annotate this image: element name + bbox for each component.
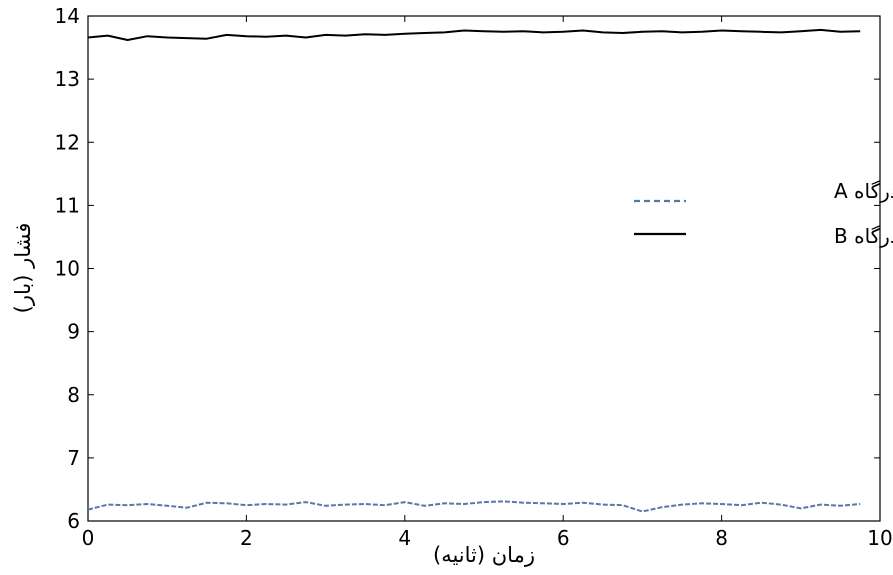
- legend: فشار درگاه A فشار درگاه B: [634, 179, 893, 248]
- x-axis-label: زمان (ثانیه): [433, 543, 535, 567]
- x-tick-label: 4: [398, 526, 411, 550]
- y-axis-label: فشار (بار): [11, 223, 35, 314]
- y-tick-label: 12: [55, 130, 80, 154]
- plot-area: [87, 15, 881, 522]
- y-tick-label: 13: [55, 67, 80, 91]
- y-tick-label: 14: [55, 4, 80, 28]
- y-tick-label: 10: [55, 257, 80, 281]
- x-tick-label: 6: [557, 526, 570, 550]
- y-tick-label: 6: [67, 509, 80, 533]
- y-tick-label: 7: [67, 446, 80, 470]
- series-line-b: [87, 28, 861, 41]
- legend-label-a: فشار درگاه A: [834, 179, 893, 203]
- x-tick-label: 10: [867, 526, 892, 550]
- legend-label-b: فشار درگاه B: [834, 224, 893, 248]
- y-tick-label: 8: [67, 383, 80, 407]
- axis-ticks: 0 2 4 6 8 10 6 7 8 9 10 11 12 13 14: [55, 4, 893, 550]
- series-layer: [87, 28, 861, 513]
- y-tick-label: 9: [67, 320, 80, 344]
- x-tick-label: 0: [82, 526, 95, 550]
- x-tick-label: 8: [715, 526, 728, 550]
- series-line-a: [87, 500, 861, 513]
- y-tick-label: 11: [55, 193, 80, 217]
- x-tick-label: 2: [240, 526, 253, 550]
